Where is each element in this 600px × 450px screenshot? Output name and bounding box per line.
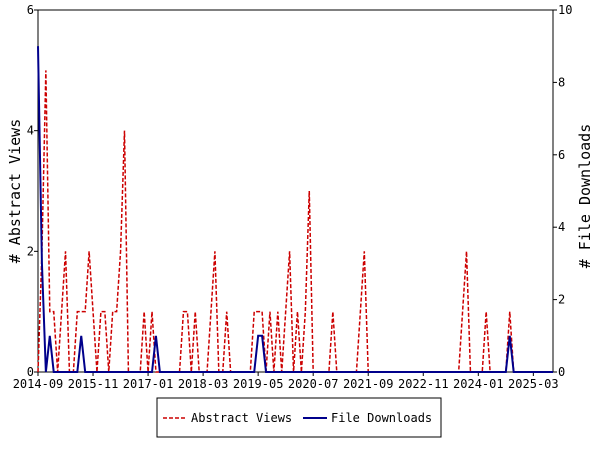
y2-tick-label: 4 bbox=[558, 220, 565, 234]
x-tick-label: 2024-01 bbox=[453, 377, 504, 391]
x-tick-label: 2020-07 bbox=[288, 377, 339, 391]
y-tick-label: 6 bbox=[27, 3, 34, 17]
y2-tick-label: 10 bbox=[558, 3, 572, 17]
legend-label: Abstract Views bbox=[191, 411, 292, 425]
x-tick-label: 2019-05 bbox=[233, 377, 284, 391]
x-tick-label: 2015-11 bbox=[68, 377, 119, 391]
legend-box bbox=[156, 397, 442, 438]
y2-tick-label: 8 bbox=[558, 75, 565, 89]
y-axis-title: # Abstract Views bbox=[6, 119, 24, 264]
x-tick-label: 2018-03 bbox=[178, 377, 229, 391]
plot-frame bbox=[37, 9, 554, 373]
series-line bbox=[37, 70, 553, 373]
x-tick-label: 2022-11 bbox=[398, 377, 449, 391]
y2-tick-label: 2 bbox=[558, 293, 565, 307]
x-tick-label: 2017-01 bbox=[123, 377, 174, 391]
y2-tick-label: 6 bbox=[558, 148, 565, 162]
x-tick-label: 2014-09 bbox=[13, 377, 64, 391]
x-tick-label: 2021-09 bbox=[343, 377, 394, 391]
series-line bbox=[37, 46, 553, 373]
y-tick-label: 4 bbox=[27, 124, 34, 138]
y-tick-label: 2 bbox=[27, 244, 34, 258]
y2-axis-title: # File Downloads bbox=[576, 124, 594, 269]
x-tick-label: 2025-03 bbox=[508, 377, 559, 391]
y-tick-label: 0 bbox=[27, 365, 34, 379]
y2-tick-label: 0 bbox=[558, 365, 565, 379]
legend-label: File Downloads bbox=[331, 411, 432, 425]
